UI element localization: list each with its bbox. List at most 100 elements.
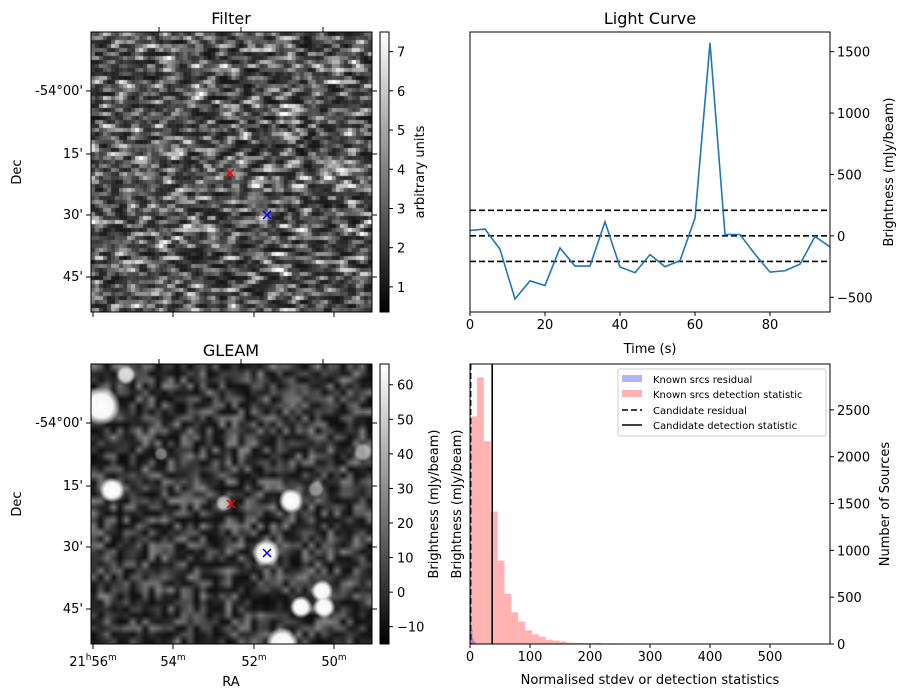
x-tick-label: 200 [578,650,603,665]
histogram-bar [490,511,498,644]
histogram-bar [511,612,519,644]
dec-tick-label: 30' [63,208,83,223]
hist-xlabel: Normalised stdev or detection statistics [521,673,780,688]
histogram-bar [559,641,567,644]
colorbar-tick-label: −10 [397,621,424,636]
legend-label: Candidate detection statistic [653,421,797,432]
gleam-title: GLEAM [203,341,259,360]
y-tick-label: 2000 [837,451,870,466]
ra-tick-label: 52m [241,653,266,670]
y-tick-label: 1500 [837,498,870,513]
image-frame [90,31,373,313]
histogram-bar [472,638,474,644]
colorbar-tick-label: 7 [397,46,405,61]
x-tick-label: 20 [537,318,554,333]
y-tick-label: 500 [837,168,862,183]
ra-tick-label: 50m [321,653,346,670]
y-tick-label: 2500 [837,404,870,419]
legend-label: Known srcs detection statistic [653,390,802,401]
y-tick-label: −500 [837,291,873,306]
x-tick-label: 40 [612,318,629,333]
lightcurve-xlabel: Time (s) [623,342,677,357]
legend-box [617,368,827,437]
histogram-bar [471,629,473,644]
candidate-marker [226,499,236,509]
y-tick-label: 1500 [837,46,870,61]
filter-colorbar-label: arbitrary units [413,125,428,218]
colorbar [379,363,390,645]
histogram-bar [532,634,539,644]
image-frame [90,363,373,645]
known-source-marker [262,210,272,220]
legend-label: Known srcs residual [653,375,752,386]
x-tick-label: 100 [518,650,543,665]
dec-tick-label: -54°00' [35,416,83,431]
dec-tick-label: 45' [63,270,83,285]
x-tick-label: 0 [466,318,474,333]
colorbar [379,31,390,313]
histogram-bar [504,593,512,644]
histogram-bar [518,621,526,644]
ra-tick-label: 21h56m [69,653,117,670]
hist-ylabel-left: Brightness (mJy/beam) [450,430,465,579]
histogram-bar [470,416,477,644]
lightcurve-frame [469,31,831,313]
histogram-bar [474,642,476,644]
colorbar-tick-label: 0 [397,586,405,601]
known-source-marker [262,548,272,558]
ra-tick-label: 54m [160,653,185,670]
colorbar-tick-label: 1 [397,281,405,296]
y-tick-label: 500 [837,591,862,606]
gleam-colorbar-label: Brightness (mJy/beam) [427,430,442,579]
dec-tick-label: 45' [63,602,83,617]
x-tick-label: 80 [762,318,779,333]
y-tick-label: 1000 [837,544,870,559]
x-tick-label: 500 [758,650,783,665]
colorbar-tick-label: 50 [397,413,414,428]
candidate-marker [225,168,235,178]
colorbar-tick-label: 4 [397,163,405,178]
colorbar-tick-label: 5 [397,124,405,139]
histogram-bar [545,639,553,644]
colorbar-tick-label: 3 [397,202,405,217]
light-curve-line [469,42,831,301]
colorbar-tick-label: 60 [397,379,414,394]
gleam-xlabel: RA [222,675,240,690]
legend-swatch [622,390,642,397]
histogram-bar [483,441,491,644]
histogram-bar [566,642,574,644]
gleam-ylabel: Dec [10,491,25,516]
colorbar-tick-label: 2 [397,242,405,257]
x-tick-label: 300 [638,650,663,665]
colorbar-tick-label: 6 [397,85,405,100]
legend-swatch [622,375,642,382]
y-tick-label: 0 [837,638,845,653]
x-tick-label: 400 [698,650,723,665]
colorbar-tick-label: 10 [397,552,414,567]
x-tick-label: 0 [466,650,474,665]
hist-ylabel-right: Number of Sources [878,442,893,567]
filter-title: Filter [211,9,251,28]
colorbar-tick-label: 20 [397,517,414,532]
y-tick-label: 0 [837,230,845,245]
histogram-bar [473,641,475,644]
histogram-bar [476,377,484,644]
dec-tick-label: 30' [63,540,83,555]
colorbar-tick-label: 30 [397,482,414,497]
histogram-bar [497,560,505,644]
histogram-bar [539,636,546,644]
legend-label: Candidate residual [653,406,747,417]
histogram-bar [573,642,581,644]
y-tick-label: 1000 [837,107,870,122]
dec-tick-label: -54°00' [35,84,83,99]
colorbar-tick-label: 40 [397,448,414,463]
histogram-bar [594,642,602,644]
x-tick-label: 60 [687,318,704,333]
histogram-bar [525,630,533,644]
dec-tick-label: 15' [63,479,83,494]
filter-ylabel: Dec [10,159,25,184]
lightcurve-title: Light Curve [604,9,696,28]
dec-tick-label: 15' [63,147,83,162]
